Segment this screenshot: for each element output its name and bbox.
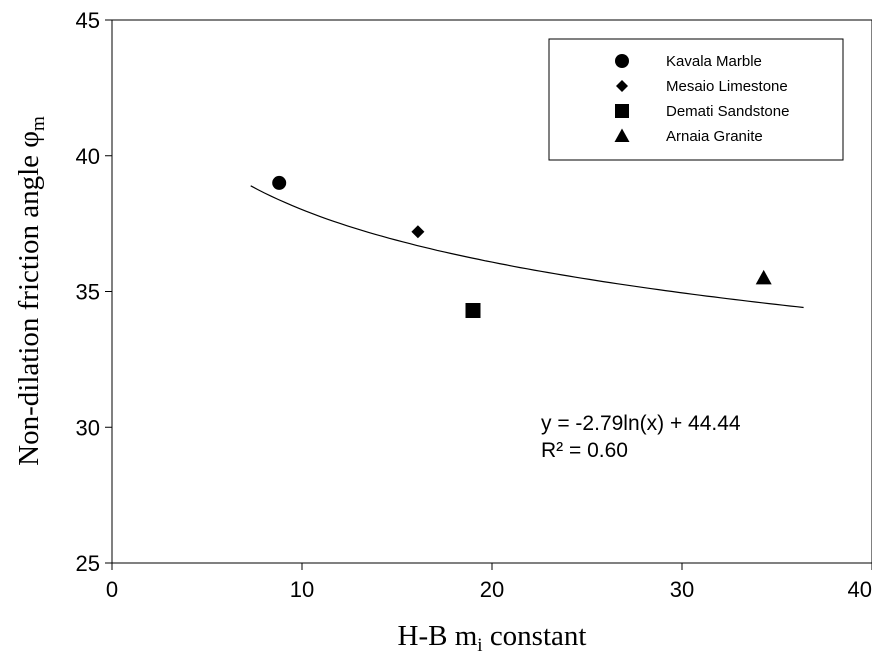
data-points bbox=[272, 175, 772, 319]
y-tick-label: 25 bbox=[76, 551, 100, 576]
data-point-circle bbox=[272, 175, 287, 190]
y-tick-label: 35 bbox=[76, 280, 100, 305]
x-tick-label: 30 bbox=[670, 577, 694, 602]
y-axis-title: Non-dilation friction angle φm bbox=[13, 116, 49, 466]
data-point-triangle bbox=[755, 269, 772, 285]
data-point-square bbox=[465, 303, 481, 319]
legend-marker-diamond bbox=[616, 80, 628, 92]
y-tick-label: 30 bbox=[76, 415, 100, 440]
legend-marker-square bbox=[615, 104, 629, 118]
trendline bbox=[250, 185, 804, 309]
trendline-r-squared: R² = 0.60 bbox=[541, 439, 628, 462]
legend-label: Demati Sandstone bbox=[666, 103, 789, 120]
x-axis: 0 10 20 30 40 bbox=[106, 563, 872, 602]
legend-label: Mesaio Limestone bbox=[666, 78, 788, 95]
legend-marker-triangle bbox=[614, 128, 630, 142]
x-tick-label: 20 bbox=[480, 577, 504, 602]
legend-marker-circle bbox=[615, 54, 629, 68]
x-tick-label: 0 bbox=[106, 577, 118, 602]
y-axis: 25 30 35 40 45 bbox=[76, 8, 112, 576]
legend-label: Arnaia Granite bbox=[666, 128, 763, 145]
y-tick-label: 40 bbox=[76, 144, 100, 169]
legend-label: Kavala Marble bbox=[666, 53, 762, 70]
legend: Kavala Marble Mesaio Limestone Demati Sand… bbox=[548, 38, 844, 161]
y-tick-label: 45 bbox=[76, 8, 100, 33]
x-tick-label: 40 bbox=[848, 577, 872, 602]
legend-box bbox=[548, 38, 844, 161]
x-axis-title: H-B mi constant bbox=[398, 620, 587, 656]
data-point-diamond bbox=[411, 225, 425, 239]
x-tick-label: 10 bbox=[290, 577, 314, 602]
trendline-equation: y = -2.79ln(x) + 44.44 bbox=[541, 412, 741, 435]
